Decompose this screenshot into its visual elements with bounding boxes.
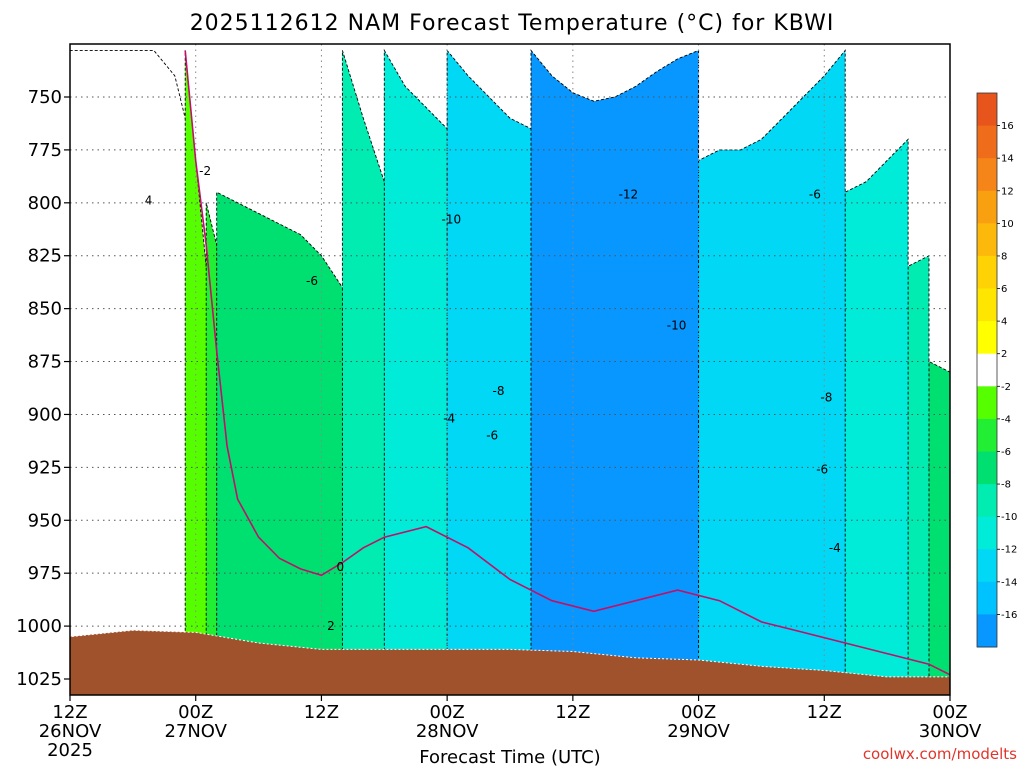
colorbar-label: -12 <box>1001 545 1017 556</box>
x-axis-label: Forecast Time (UTC) <box>419 747 600 768</box>
colorbar-label: 4 <box>1001 317 1007 328</box>
colorbar-label: -8 <box>1001 480 1011 491</box>
y-tick-label: 975 <box>28 563 62 584</box>
contour-label: -6 <box>809 187 821 201</box>
colorbar-label: 12 <box>1001 186 1014 197</box>
colorbar-swatch <box>977 223 997 257</box>
y-tick-label: 750 <box>28 87 62 108</box>
colorbar-label: 10 <box>1001 219 1014 230</box>
y-tick-label: 775 <box>28 140 62 161</box>
y-axis: 750 775 800 825 850 875 900 925 950 975 1000 1025 <box>16 87 70 690</box>
x-tick-date: 30NOV <box>919 721 982 742</box>
colorbar-swatch <box>977 158 997 192</box>
y-tick-label: 800 <box>28 193 62 214</box>
contour-label: -6 <box>306 274 318 288</box>
x-tick-date: 28NOV <box>416 721 479 742</box>
temperature-bands <box>70 48 950 695</box>
colorbar-label: -4 <box>1001 414 1011 425</box>
x-tick-label: 00Z <box>430 702 465 723</box>
x-tick-date: 26NOV <box>39 721 102 742</box>
colorbar-swatch <box>977 451 997 485</box>
x-tick-label: 00Z <box>178 702 213 723</box>
y-tick-label: 950 <box>28 510 62 531</box>
colorbar-label: 6 <box>1001 284 1007 295</box>
y-tick-label: 1025 <box>16 669 62 690</box>
contour-label: -4 <box>443 412 455 426</box>
colorbar-swatch <box>977 288 997 322</box>
y-tick-label: 900 <box>28 405 62 426</box>
colorbar-swatch <box>977 549 997 583</box>
colorbar-swatch <box>977 125 997 159</box>
x-tick-label: 12Z <box>555 702 590 723</box>
colorbar-label: 2 <box>1001 349 1007 360</box>
colorbar-label: -2 <box>1001 382 1011 393</box>
x-tick-label: 12Z <box>807 702 842 723</box>
colorbar-swatch <box>977 614 997 648</box>
colorbar-swatch <box>977 581 997 615</box>
colorbar-label: -14 <box>1001 577 1017 588</box>
ground-area <box>70 629 950 695</box>
colorbar-label: -6 <box>1001 447 1011 458</box>
colorbar-frame <box>976 92 998 648</box>
y-tick-label: 925 <box>28 457 62 478</box>
plot-frame <box>69 43 951 696</box>
contour-label: -10 <box>441 213 461 227</box>
contour-label: -6 <box>486 429 498 443</box>
colorbar-swatch <box>977 321 997 355</box>
credit-text[interactable]: coolwx.com/modelts <box>863 745 1017 763</box>
colorbar-swatch <box>977 190 997 224</box>
y-tick-label: 1000 <box>16 616 62 637</box>
x-tick-date: 27NOV <box>164 721 227 742</box>
grid-lines <box>70 44 950 695</box>
contour-label: -12 <box>619 187 639 201</box>
contour-label: -8 <box>493 384 505 398</box>
colorbar-swatch <box>977 255 997 289</box>
contour-label: -2 <box>199 164 211 178</box>
contour-label: -10 <box>667 319 687 333</box>
x-tick-year: 2025 <box>47 740 93 761</box>
contour-label: -4 <box>829 541 841 555</box>
contour-label: 0 <box>336 560 344 574</box>
x-tick-date: 29NOV <box>667 721 730 742</box>
contour-label: 2 <box>327 619 335 633</box>
contour-labels: 4 -2 -6 -10 -12 -6 -10 -8 -8 -4 -6 -6 -4 0 2 <box>145 164 841 633</box>
zero-contour-line <box>184 50 950 676</box>
y-tick-label: 850 <box>28 299 62 320</box>
x-tick-label: 00Z <box>681 702 716 723</box>
ground-surface <box>70 629 950 695</box>
contour-label: -6 <box>816 463 828 477</box>
plot-area: 4 -2 -6 -10 -12 -6 -10 -8 -8 -4 -6 -6 -4 0 2 <box>70 44 950 695</box>
colorbar-label: 16 <box>1001 121 1014 132</box>
colorbar-label: -10 <box>1001 512 1017 523</box>
colorbar: 16 14 12 10 8 6 4 2 -2 -4 -6 -8 -10 -12 -14 -16 <box>976 92 1017 648</box>
colorbar-label: 14 <box>1001 154 1014 165</box>
colorbar-label: -16 <box>1001 610 1017 621</box>
contour-label: -8 <box>820 391 832 405</box>
zero-isotherm <box>184 50 950 676</box>
chart-title: 2025112612 NAM Forecast Temperature (°C)… <box>190 11 835 36</box>
colorbar-swatch <box>977 516 997 550</box>
colorbar-swatch <box>977 484 997 518</box>
colorbar-swatch <box>977 418 997 452</box>
colorbar-swatch <box>977 353 997 387</box>
y-tick-label: 825 <box>28 246 62 267</box>
colorbar-label: 8 <box>1001 251 1007 262</box>
colorbar-swatch <box>977 386 997 420</box>
contour-label: 4 <box>145 194 153 208</box>
x-tick-label: 12Z <box>304 702 339 723</box>
y-tick-label: 875 <box>28 352 62 373</box>
x-tick-label: 00Z <box>932 702 967 723</box>
x-tick-label: 12Z <box>52 702 87 723</box>
colorbar-swatch <box>977 93 997 127</box>
